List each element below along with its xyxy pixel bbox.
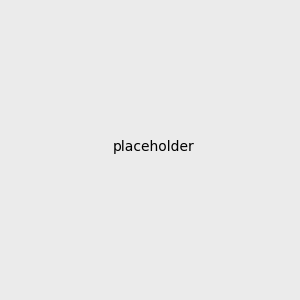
Text: placeholder: placeholder [113, 140, 195, 154]
